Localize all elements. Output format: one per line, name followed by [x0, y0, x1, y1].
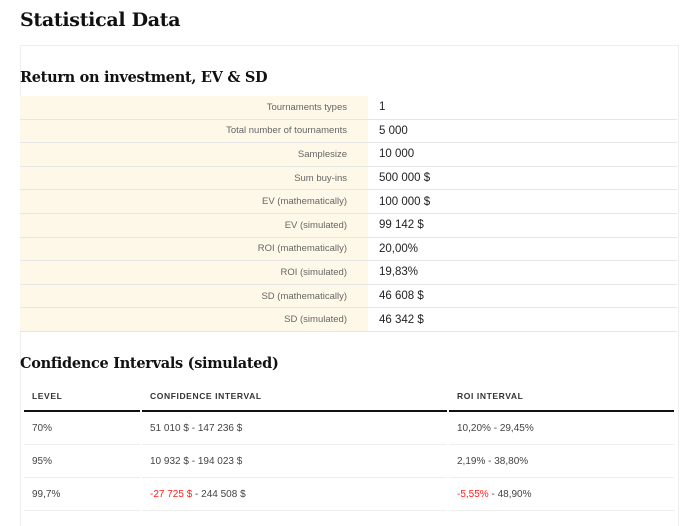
stat-label: ROI (mathematically) — [20, 237, 368, 262]
ci-high: 244 508 $ — [201, 488, 246, 500]
level-cell: 70% — [24, 412, 140, 445]
stat-value: 10 000 — [368, 142, 677, 167]
stat-label: Samplesize — [20, 142, 368, 167]
roi-interval-cell: 10,20% - 29,45% — [449, 412, 674, 445]
stat-value: 20,00% — [368, 237, 677, 262]
stats-row: Sum buy-ins 500 000 $ — [20, 166, 677, 191]
stat-value: 99 142 $ — [368, 213, 677, 238]
stats-row: EV (mathematically) 100 000 $ — [20, 189, 677, 214]
stats-row: ROI (mathematically) 20,00% — [20, 237, 677, 262]
separator: - — [490, 422, 500, 434]
stats-row: EV (simulated) 99 142 $ — [20, 213, 677, 238]
stats-row: Total number of tournaments 5 000 — [20, 119, 677, 144]
ci-low: -27 725 $ — [150, 488, 193, 500]
roi-low: 10,20% — [457, 422, 491, 434]
roi-low: 2,19% — [457, 455, 486, 467]
separator: - — [188, 455, 198, 467]
stats-row: Tournaments types 1 — [20, 96, 677, 120]
stat-label: Total number of tournaments — [20, 119, 368, 144]
separator: - — [192, 488, 202, 500]
roi-interval-cell: 2,19% - 38,80% — [449, 445, 674, 478]
stat-label: Tournaments types — [20, 96, 368, 120]
stat-label: Sum buy-ins — [20, 166, 368, 191]
stat-value: 5 000 — [368, 119, 677, 144]
roi-high: 38,80% — [494, 455, 529, 467]
header-roi-interval: ROI INTERVAL — [449, 382, 674, 412]
stat-value: 500 000 $ — [368, 166, 677, 191]
roi-interval-cell: -5,55% - 48,90% — [449, 478, 674, 511]
stat-value: 46 608 $ — [368, 284, 677, 309]
stats-row: SD (mathematically) 46 608 $ — [20, 284, 677, 309]
roi-section-title: Return on investment, EV & SD — [20, 69, 268, 86]
stats-row: Samplesize 10 000 — [20, 142, 677, 167]
ci-low: 51 010 $ — [150, 422, 189, 434]
roi-high: 48,90% — [497, 488, 532, 500]
stats-row: SD (simulated) 46 342 $ — [20, 307, 677, 332]
stat-value: 100 000 $ — [368, 189, 677, 214]
stat-label: SD (simulated) — [20, 307, 368, 332]
stat-value: 46 342 $ — [368, 307, 677, 332]
confidence-interval-table: LEVEL CONFIDENCE INTERVAL ROI INTERVAL 7… — [22, 382, 676, 511]
roi-high: 29,45% — [499, 422, 534, 434]
ci-high: 147 236 $ — [197, 422, 243, 434]
stat-label: ROI (simulated) — [20, 260, 368, 285]
stat-label: EV (mathematically) — [20, 189, 368, 214]
separator: - — [485, 455, 495, 467]
table-row: 95% 10 932 $ - 194 023 $ 2,19% - 38,80% — [24, 445, 674, 478]
stat-value: 1 — [368, 96, 677, 120]
separator: - — [188, 422, 198, 434]
ci-high: 194 023 $ — [197, 455, 243, 467]
ci-low: 10 932 $ — [150, 455, 189, 467]
header-level: LEVEL — [24, 382, 140, 412]
confidence-interval-cell: -27 725 $ - 244 508 $ — [142, 478, 447, 511]
stat-label: SD (mathematically) — [20, 284, 368, 309]
table-row: 99,7% -27 725 $ - 244 508 $ -5,55% - 48,… — [24, 478, 674, 511]
table-header-row: LEVEL CONFIDENCE INTERVAL ROI INTERVAL — [24, 382, 674, 412]
confidence-interval-cell: 10 932 $ - 194 023 $ — [142, 445, 447, 478]
roi-stats-table: Tournaments types 1 Total number of tourna… — [20, 96, 677, 332]
confidence-interval-cell: 51 010 $ - 147 236 $ — [142, 412, 447, 445]
stats-row: ROI (simulated) 19,83% — [20, 260, 677, 285]
table-row: 70% 51 010 $ - 147 236 $ 10,20% - 29,45% — [24, 412, 674, 445]
separator: - — [488, 488, 498, 500]
stat-value: 19,83% — [368, 260, 677, 285]
roi-low: -5,55% — [457, 488, 489, 500]
ci-section-title: Confidence Intervals (simulated) — [20, 355, 279, 372]
level-cell: 99,7% — [24, 478, 140, 511]
page-title: Statistical Data — [20, 9, 181, 31]
stat-label: EV (simulated) — [20, 213, 368, 238]
level-cell: 95% — [24, 445, 140, 478]
header-confidence-interval: CONFIDENCE INTERVAL — [142, 382, 447, 412]
